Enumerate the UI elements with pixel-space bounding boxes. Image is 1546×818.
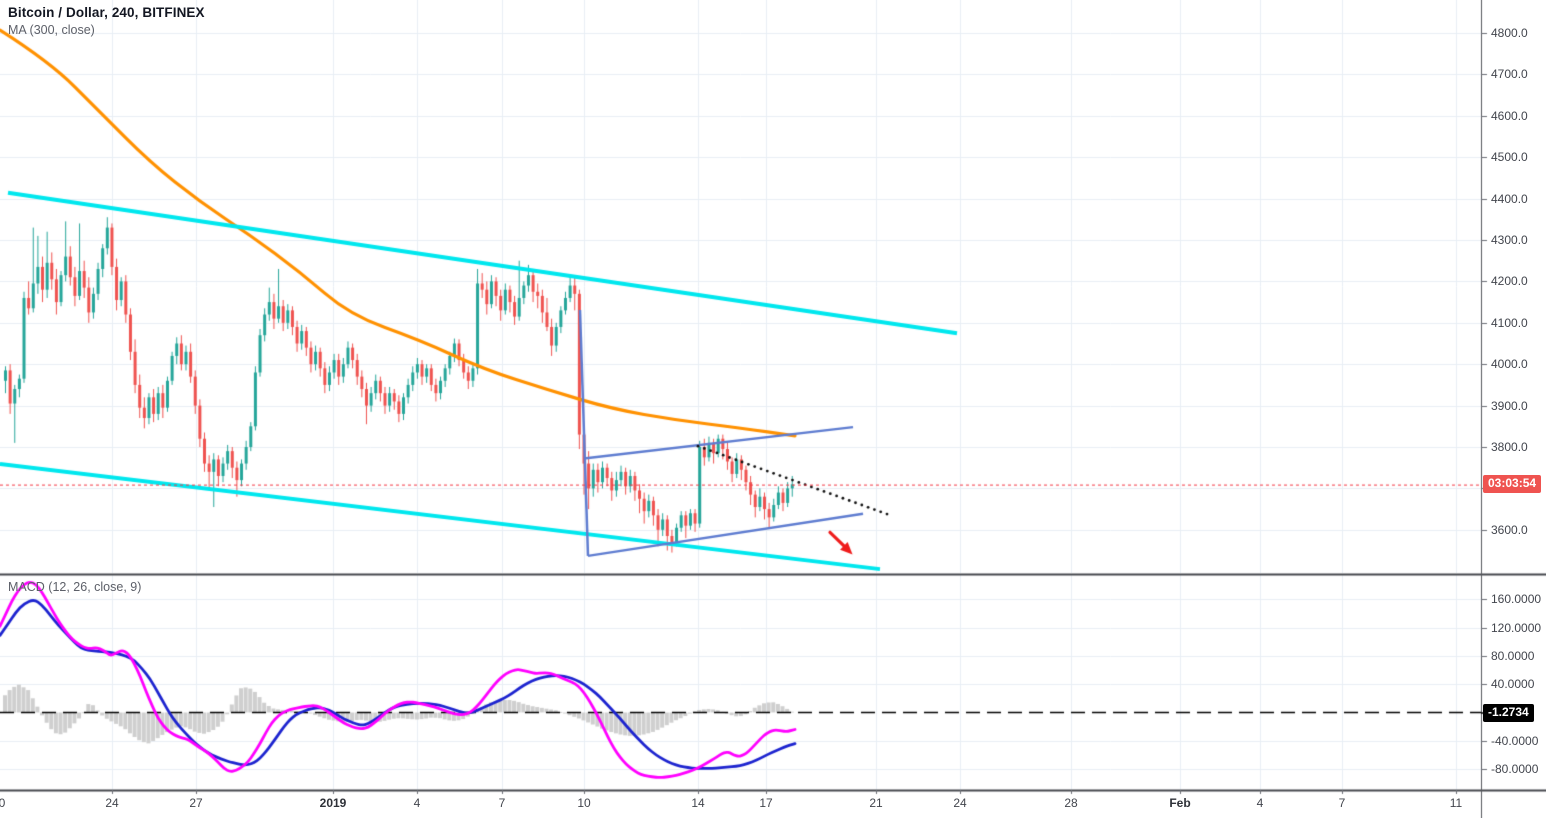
time-tick-label: Feb: [1169, 796, 1191, 810]
price-tick-label: 3800.0: [1491, 440, 1528, 454]
time-tick-label: 24: [953, 796, 967, 810]
time-tick-label: 27: [189, 796, 203, 810]
time-scale[interactable]: 0 24 27 2019 4 7 10 14 17 21 24 28 Feb 4 7 11: [0, 790, 1546, 818]
price-tick-label: 4400.0: [1491, 191, 1528, 206]
price-tick-label: 3900.0: [1491, 398, 1528, 413]
macd-tick-label: -40.0000: [1491, 733, 1539, 748]
time-tick-label: 28: [1064, 796, 1078, 810]
macd-tick-label: -80.0000: [1491, 762, 1539, 777]
macd-indicator-label[interactable]: MACD (12, 26, close, 9): [8, 580, 142, 594]
macd-tick-label: 160.0000: [1491, 592, 1542, 607]
macd-tick-label: 120.0000: [1491, 620, 1542, 635]
macd-tick-label: 80.0000: [1491, 648, 1535, 663]
price-tick-label: 4800.0: [1491, 26, 1528, 40]
ma-indicator-label[interactable]: MA (300, close): [8, 23, 95, 37]
price-tick-label: 4100.0: [1491, 315, 1528, 330]
time-tick-label: 14: [691, 796, 705, 810]
price-tick-label: 4300.0: [1491, 233, 1528, 247]
price-tick-label: 4600.0: [1491, 108, 1528, 123]
price-tick-label: 4700.0: [1491, 67, 1528, 82]
macd-tick-label: 40.0000: [1491, 677, 1535, 692]
price-tick-label: 4500.0: [1491, 150, 1528, 165]
chart-legend[interactable]: Bitcoin / Dollar, 240, BITFINEX MA (300,…: [8, 5, 205, 37]
time-tick-label: 4: [413, 796, 421, 810]
price-tick-label: 4200.0: [1491, 274, 1528, 289]
time-tick-label: 11: [1449, 796, 1463, 810]
time-tick-label: 0: [0, 796, 6, 810]
symbol-title[interactable]: Bitcoin / Dollar, 240, BITFINEX: [8, 5, 205, 20]
time-tick-label: 7: [1338, 796, 1346, 810]
bar-countdown-badge: 03:03:54: [1483, 475, 1542, 493]
time-tick-label: 24: [105, 796, 119, 810]
price-scale[interactable]: 4800.0 4700.0 4600.0 4500.0 4400.0 4300.0 4200…: [1481, 0, 1546, 790]
time-tick-label: 17: [759, 796, 773, 810]
macd-value-badge: -1.2734: [1483, 704, 1534, 722]
price-tick-label: 3600.0: [1491, 522, 1528, 537]
time-tick-label: 7: [498, 796, 506, 810]
time-tick-label: 10: [577, 796, 591, 810]
time-tick-label: 4: [1256, 796, 1264, 810]
price-tick-label: 4000.0: [1491, 357, 1528, 372]
time-tick-label: 2019: [319, 796, 347, 810]
time-tick-label: 21: [869, 796, 883, 810]
